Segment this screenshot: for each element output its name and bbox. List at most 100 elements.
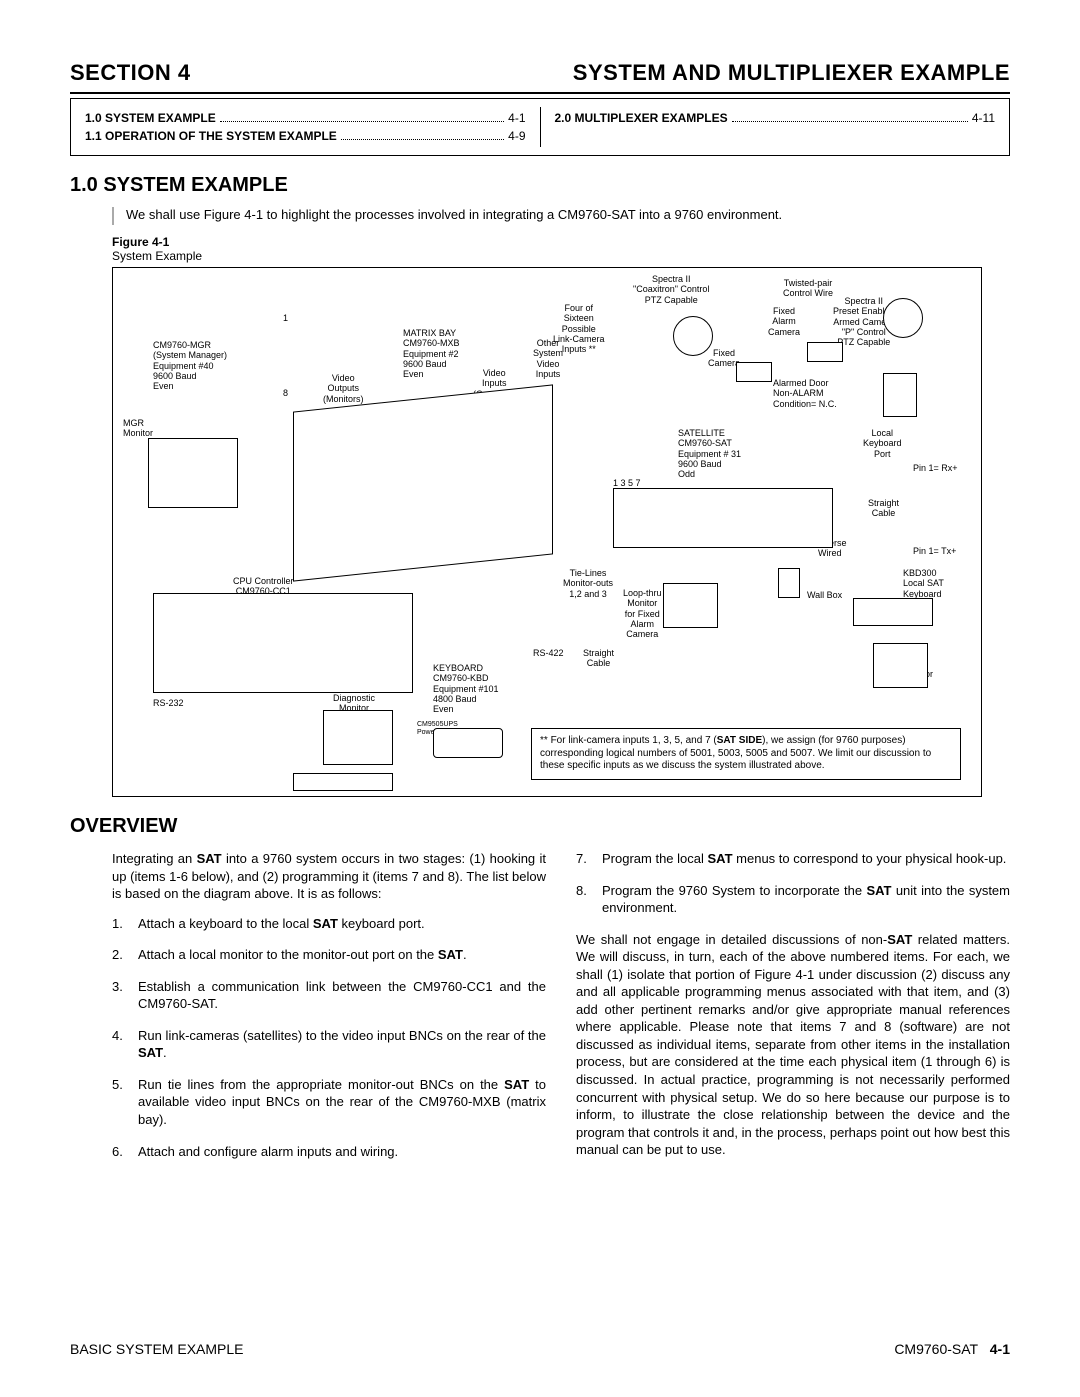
kbd300-icon bbox=[853, 598, 933, 626]
overview-col-left: Integrating an SAT into a 9760 system oc… bbox=[112, 850, 546, 1174]
list-body: Attach and configure alarm inputs and wi… bbox=[138, 1143, 546, 1161]
txt: Run link-cameras (satellites) to the vid… bbox=[138, 1028, 546, 1043]
cpu-controller-icon bbox=[153, 593, 413, 693]
diagram-label: KBD300Local SATKeyboard bbox=[903, 568, 944, 599]
cm9760-kbd-icon bbox=[433, 728, 503, 758]
txt: SAT bbox=[504, 1077, 529, 1092]
diagram-label: 1 3 5 7 bbox=[613, 478, 641, 488]
txt: Attach a keyboard to the local bbox=[138, 916, 313, 931]
txt: menus to correspond to your physical hoo… bbox=[733, 851, 1007, 866]
diagram: Spectra II"Coaxitron" ControlPTZ Capable… bbox=[112, 267, 982, 797]
diagram-label: LocalKeyboardPort bbox=[863, 428, 902, 459]
txt: Integrating an bbox=[112, 851, 197, 866]
txt: SAT bbox=[866, 883, 891, 898]
txt: SAT bbox=[708, 851, 733, 866]
txt: SAT bbox=[313, 916, 338, 931]
txt: . bbox=[163, 1045, 167, 1060]
list-body: Attach a local monitor to the monitor-ou… bbox=[138, 946, 546, 964]
overview-closing: We shall not engage in detailed discussi… bbox=[576, 931, 1010, 1159]
toc-dots bbox=[341, 139, 504, 140]
diagram-label: Loop-thruMonitorfor FixedAlarmCamera bbox=[623, 588, 662, 640]
header-right: SYSTEM AND MULTIPLIEXER EXAMPLE bbox=[573, 60, 1010, 86]
diagram-label: MGRMonitor bbox=[123, 418, 153, 439]
note-body1: For link-camera inputs 1, 3, 5, and 7 ( bbox=[551, 735, 717, 746]
toc-box: 1.0 SYSTEM EXAMPLE 4-1 1.1 OPERATION OF … bbox=[70, 98, 1010, 156]
list-body: Program the local SAT menus to correspon… bbox=[602, 850, 1010, 868]
diagram-label: MATRIX BAYCM9760-MXBEquipment #29600 Bau… bbox=[403, 328, 460, 380]
list-body: Attach a keyboard to the local SAT keybo… bbox=[138, 915, 546, 933]
diagram-label: RS-232 bbox=[153, 698, 184, 708]
header-left: SECTION 4 bbox=[70, 60, 191, 86]
diagram-label: CM9760-MGR(System Manager)Equipment #409… bbox=[153, 340, 227, 392]
txt: related matters. We will discuss, in tur… bbox=[576, 932, 1010, 1158]
list-item: 5. Run tie lines from the appropriate mo… bbox=[112, 1076, 546, 1129]
txt: Program the local bbox=[602, 851, 708, 866]
satellite-unit-icon bbox=[613, 488, 833, 548]
intro-bar bbox=[112, 207, 114, 225]
list-item: 6. Attach and configure alarm inputs and… bbox=[112, 1143, 546, 1161]
list-num: 4. bbox=[112, 1027, 138, 1062]
list-item: 3. Establish a communication link betwee… bbox=[112, 978, 546, 1013]
diagram-label: StraightCable bbox=[868, 498, 899, 519]
list-item: 8. Program the 9760 System to incorporat… bbox=[576, 882, 1010, 917]
page-footer: BASIC SYSTEM EXAMPLE CM9760-SAT 4-1 bbox=[70, 1341, 1010, 1357]
footer-right: CM9760-SAT 4-1 bbox=[894, 1341, 1010, 1357]
toc-line: 1.0 SYSTEM EXAMPLE 4-1 bbox=[85, 111, 526, 125]
intro-text: We shall use Figure 4-1 to highlight the… bbox=[126, 207, 782, 222]
list-num: 3. bbox=[112, 978, 138, 1013]
toc-page: 4-1 bbox=[508, 111, 525, 125]
diagram-label: Four ofSixteenPossibleLink-CameraInputs … bbox=[553, 303, 605, 355]
list-body: Run link-cameras (satellites) to the vid… bbox=[138, 1027, 546, 1062]
diagram-label: RS-422 bbox=[533, 648, 564, 658]
diagram-label: Tie-LinesMonitor-outs1,2 and 3 bbox=[563, 568, 613, 599]
list-num: 7. bbox=[576, 850, 602, 868]
figure-subcaption: System Example bbox=[112, 249, 202, 263]
dome-camera-icon bbox=[673, 316, 713, 356]
mgr-monitor-icon bbox=[148, 438, 238, 508]
section-heading: 1.0 SYSTEM EXAMPLE bbox=[70, 174, 1010, 197]
wall-box-icon bbox=[778, 568, 800, 598]
footer-page: 4-1 bbox=[990, 1341, 1010, 1357]
footer-left: BASIC SYSTEM EXAMPLE bbox=[70, 1341, 244, 1357]
loop-monitor-icon bbox=[663, 583, 718, 628]
txt: Run tie lines from the appropriate monit… bbox=[138, 1077, 504, 1092]
diagram-label: Twisted-pairControl Wire bbox=[783, 278, 833, 299]
list-body: Establish a communication link between t… bbox=[138, 978, 546, 1013]
diagram-label: Wall Box bbox=[807, 590, 842, 600]
txt: SAT bbox=[438, 947, 463, 962]
list-num: 5. bbox=[112, 1076, 138, 1129]
txt: SAT bbox=[887, 932, 912, 947]
txt: Attach a local monitor to the monitor-ou… bbox=[138, 947, 438, 962]
txt: . bbox=[463, 947, 467, 962]
overview-heading: OVERVIEW bbox=[70, 815, 1010, 838]
toc-line: 1.1 OPERATION OF THE SYSTEM EXAMPLE 4-9 bbox=[85, 129, 526, 143]
diagram-label: Pin 1= Rx+ bbox=[913, 463, 958, 473]
txt: SAT bbox=[138, 1045, 163, 1060]
toc-page: 4-9 bbox=[508, 129, 525, 143]
diagram-label: 8 bbox=[283, 388, 288, 398]
list-item: 4. Run link-cameras (satellites) to the … bbox=[112, 1027, 546, 1062]
diagram-label: FixedAlarmCamera bbox=[768, 306, 800, 337]
intro-wrap: We shall use Figure 4-1 to highlight the… bbox=[112, 207, 1010, 225]
toc-col-right: 2.0 MULTIPLEXER EXAMPLES 4-11 bbox=[541, 107, 996, 147]
toc-line: 2.0 MULTIPLEXER EXAMPLES 4-11 bbox=[555, 111, 996, 125]
txt: We shall not engage in detailed discussi… bbox=[576, 932, 887, 947]
matrix-bay-icon bbox=[293, 384, 553, 581]
diagram-label: VideoOutputs(Monitors) bbox=[323, 373, 364, 404]
diag-monitor-icon bbox=[323, 710, 393, 765]
fixed-camera-icon bbox=[807, 342, 843, 362]
dome-camera-icon bbox=[883, 298, 923, 338]
figure-note: ** For link-camera inputs 1, 3, 5, and 7… bbox=[531, 728, 961, 780]
diagram-label: KEYBOARDCM9760-KBDEquipment #1014800 Bau… bbox=[433, 663, 499, 715]
overview-col-right: 7. Program the local SAT menus to corres… bbox=[576, 850, 1010, 1174]
list-num: 1. bbox=[112, 915, 138, 933]
list-num: 2. bbox=[112, 946, 138, 964]
txt: SAT bbox=[197, 851, 222, 866]
list-body: Program the 9760 System to incorporate t… bbox=[602, 882, 1010, 917]
txt: keyboard port. bbox=[338, 916, 425, 931]
figure-container: Figure 4-1 System Example Spectra II"Coa… bbox=[112, 235, 1010, 797]
figure-label: Figure 4-1 bbox=[112, 235, 169, 249]
toc-label: 1.0 SYSTEM EXAMPLE bbox=[85, 111, 216, 125]
list-item: 1. Attach a keyboard to the local SAT ke… bbox=[112, 915, 546, 933]
footer-doc-id: CM9760-SAT bbox=[894, 1341, 978, 1357]
